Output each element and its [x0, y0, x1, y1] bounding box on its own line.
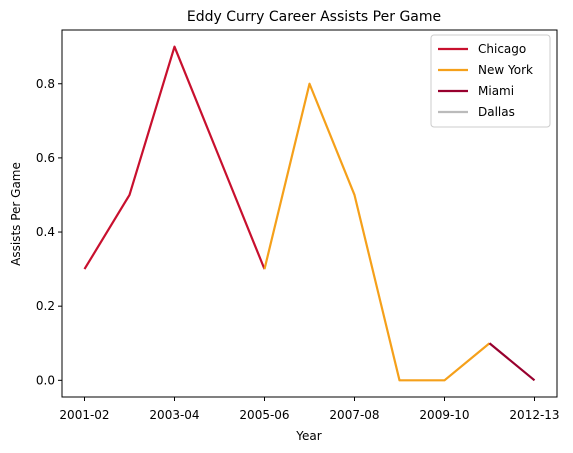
x-tick-label: 2003-04	[149, 408, 199, 422]
x-axis: 2001-02 2003-04 2005-06 2007-08 2009-10 2012-…	[59, 397, 560, 422]
x-tick-label: 2012-13	[509, 408, 559, 422]
legend-label-dallas: Dallas	[478, 105, 515, 119]
legend-label-new-york: New York	[478, 63, 533, 77]
y-tick-label: 0.4	[36, 225, 55, 239]
x-tick-label: 2001-02	[59, 408, 109, 422]
series-line-chicago	[83, 45, 266, 270]
x-axis-label: Year	[295, 429, 321, 443]
x-tick-label: 2009-10	[419, 408, 469, 422]
legend-label-chicago: Chicago	[478, 42, 526, 56]
x-tick-label: 2005-06	[239, 408, 289, 422]
series-line-new-york	[263, 82, 491, 382]
series-line-miami	[488, 342, 536, 382]
y-tick-label: 0.6	[36, 151, 55, 165]
y-tick-label: 0.0	[36, 373, 55, 387]
legend-items: Chicago New York Miami Dallas	[438, 42, 533, 119]
y-tick-label: 0.8	[36, 77, 55, 91]
x-tick-label: 2007-08	[329, 408, 379, 422]
y-axis: 0.0 0.2 0.4 0.6 0.8	[36, 77, 62, 387]
series-layer	[83, 45, 536, 382]
legend-label-miami: Miami	[478, 84, 514, 98]
chart-title: Eddy Curry Career Assists Per Game	[187, 9, 441, 25]
y-axis-label: Assists Per Game	[9, 162, 23, 266]
y-tick-label: 0.2	[36, 299, 55, 313]
plot-area-frame	[61, 29, 558, 398]
legend-frame	[430, 34, 551, 128]
legend: Chicago New York Miami Dallas	[430, 34, 551, 128]
